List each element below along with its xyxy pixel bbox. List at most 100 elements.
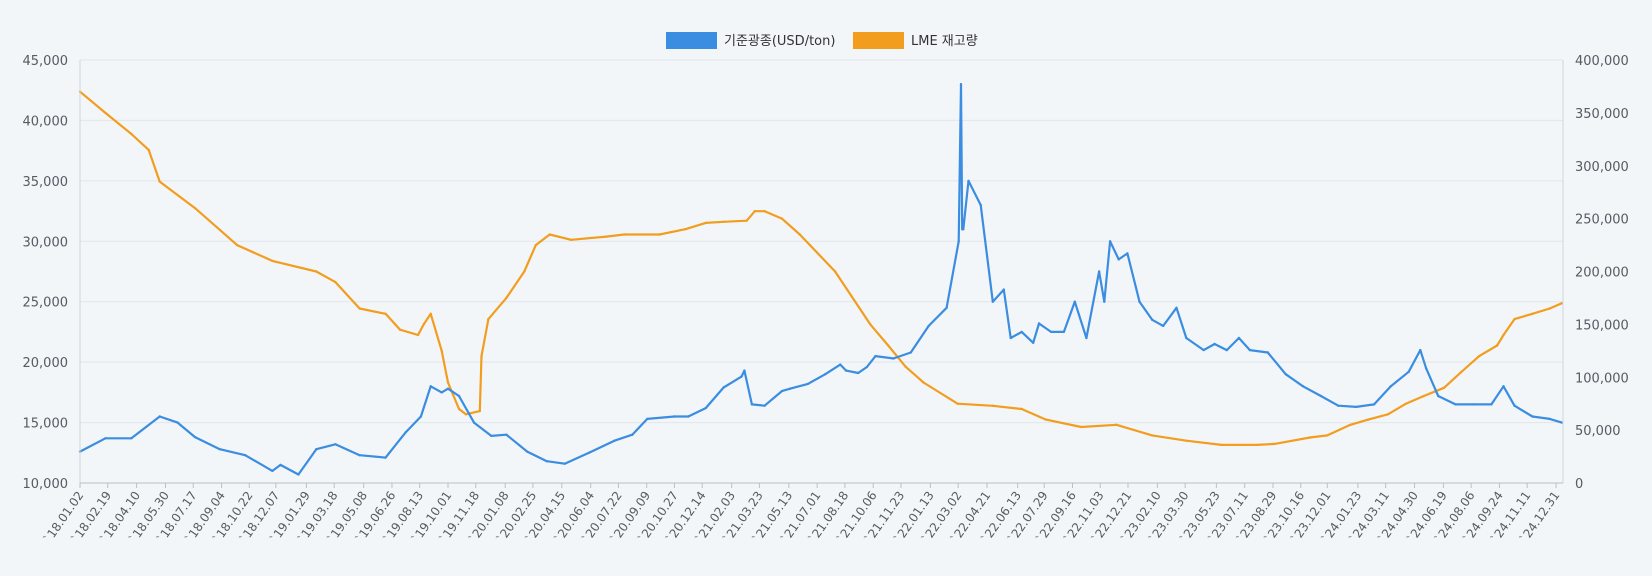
data-point <box>1367 418 1370 421</box>
data-point <box>104 437 107 440</box>
data-point <box>1502 385 1505 388</box>
data-point <box>563 462 566 465</box>
data-point <box>480 354 483 358</box>
data-point <box>1085 336 1088 340</box>
data-point <box>130 132 133 136</box>
data-point <box>959 83 963 86</box>
data-point <box>416 333 420 337</box>
right-tick-label: 250,000 <box>1575 213 1629 228</box>
data-point <box>505 296 508 300</box>
data-point <box>1220 443 1223 447</box>
data-point <box>1548 307 1551 310</box>
data-point <box>446 381 450 384</box>
data-point <box>1548 417 1551 421</box>
left-tick-label: 30,000 <box>23 235 69 250</box>
data-point <box>1151 318 1154 321</box>
data-point <box>1424 367 1428 370</box>
data-point <box>743 369 746 372</box>
data-point <box>235 243 239 247</box>
legend-swatch-stock <box>853 32 904 49</box>
legend-label-nickel: 기준광종(USD/ton) <box>724 34 835 49</box>
data-point <box>869 323 872 326</box>
data-point <box>505 433 508 436</box>
data-point <box>548 233 551 236</box>
data-point <box>1472 403 1475 406</box>
data-point <box>904 365 907 368</box>
data-point <box>857 371 860 375</box>
data-point <box>658 233 661 236</box>
data-point <box>704 221 707 225</box>
data-point <box>991 300 994 303</box>
data-point <box>1073 300 1077 303</box>
data-point <box>1319 394 1323 398</box>
data-point <box>753 210 756 213</box>
data-point <box>740 375 743 378</box>
data-point <box>962 228 965 231</box>
nickel-price-line-points <box>78 83 1564 476</box>
data-point <box>927 324 930 328</box>
lme-stock-line-points <box>78 90 1564 447</box>
data-point <box>1151 434 1154 437</box>
data-point <box>684 228 687 231</box>
data-point <box>1032 341 1035 344</box>
left-tick-label: 10,000 <box>23 477 69 492</box>
data-point <box>429 312 432 315</box>
data-point <box>1513 317 1516 321</box>
data-point <box>1419 348 1422 352</box>
data-point <box>844 369 848 372</box>
data-point <box>687 415 690 418</box>
data-point <box>957 240 960 243</box>
data-point <box>722 386 725 389</box>
data-point <box>605 235 608 238</box>
data-point <box>1185 439 1188 442</box>
data-point <box>967 179 970 183</box>
data-point <box>1442 386 1446 389</box>
gridlines <box>80 59 1563 484</box>
data-point <box>1531 312 1534 315</box>
legend-item-stock[interactable]: LME 재고량 <box>853 32 978 49</box>
data-point <box>472 421 476 424</box>
data-point <box>824 373 827 376</box>
data-point <box>780 217 784 220</box>
data-point <box>1009 336 1012 340</box>
data-point <box>1037 322 1041 325</box>
data-point <box>1560 421 1564 424</box>
left-tick-label: 15,000 <box>23 417 69 432</box>
data-point <box>1502 333 1505 337</box>
right-tick-label: 300,000 <box>1575 160 1629 175</box>
data-point <box>887 344 890 347</box>
data-point <box>1422 395 1425 398</box>
left-tick-label: 20,000 <box>23 356 69 371</box>
data-point <box>534 243 537 247</box>
data-point <box>1175 306 1178 309</box>
data-point <box>1266 351 1270 354</box>
data-point <box>1213 342 1216 346</box>
data-point <box>1490 403 1493 406</box>
data-point <box>422 323 425 326</box>
legend-item-nickel[interactable]: 기준광종(USD/ton) <box>666 32 835 49</box>
data-point <box>1495 344 1499 347</box>
data-point <box>1255 443 1259 447</box>
right-tick-label: 400,000 <box>1575 54 1629 69</box>
data-point <box>991 404 994 407</box>
data-point <box>446 387 450 390</box>
data-point <box>1454 403 1457 406</box>
data-point <box>297 473 300 476</box>
data-point <box>147 148 150 152</box>
data-point <box>945 306 948 309</box>
data-point <box>788 387 792 390</box>
data-point <box>1284 373 1287 376</box>
data-point <box>130 437 133 440</box>
legend-swatch-nickel <box>666 32 717 49</box>
data-point <box>487 317 490 321</box>
data-point <box>1117 258 1120 261</box>
data-point <box>404 431 407 434</box>
data-point <box>1531 415 1534 418</box>
data-point <box>1460 370 1463 374</box>
data-point <box>104 111 107 115</box>
data-point <box>334 443 337 446</box>
series-layer <box>78 83 1564 476</box>
data-point <box>1301 385 1305 388</box>
